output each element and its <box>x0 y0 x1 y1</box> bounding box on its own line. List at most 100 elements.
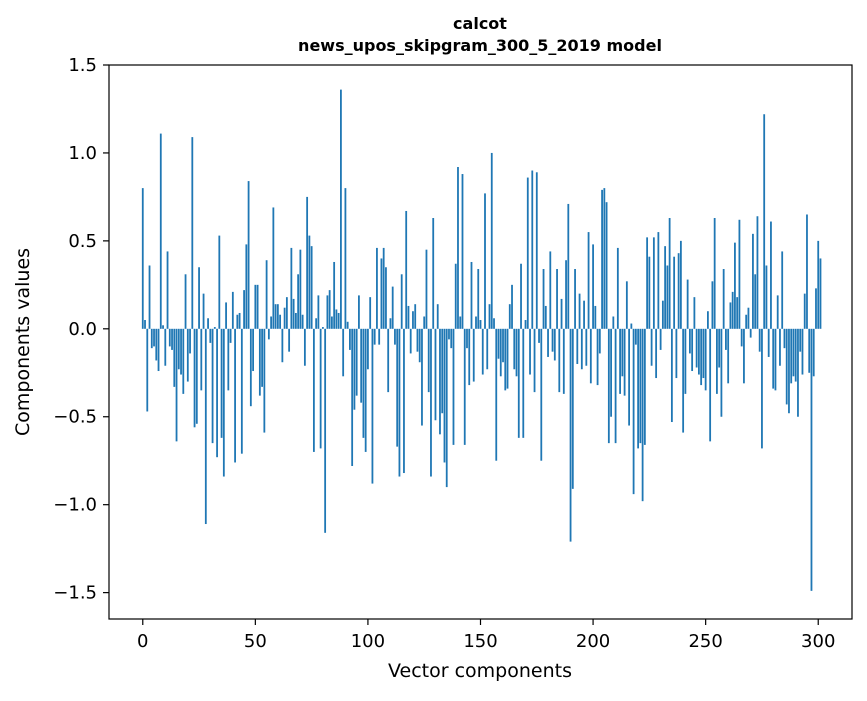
bar <box>231 291 234 329</box>
bar <box>752 233 754 329</box>
bar <box>720 328 723 417</box>
bar <box>695 328 698 368</box>
y-tick-label: 1.0 <box>68 143 97 164</box>
bar <box>531 170 534 329</box>
bar <box>698 328 700 375</box>
bar <box>337 312 340 329</box>
bar <box>819 258 822 329</box>
bar <box>448 328 450 340</box>
bar <box>324 328 327 533</box>
bar <box>288 328 291 352</box>
axes-group: 0 50 100 150 200 250 300 1.5 1.0 0.5 0.0 −0.5 −1.0 −1… <box>53 55 835 652</box>
bar <box>416 328 419 352</box>
x-tick-label: 50 <box>244 631 267 652</box>
bar <box>157 328 160 372</box>
bar <box>394 328 396 345</box>
bar <box>540 328 543 461</box>
y-tick-label: 1.5 <box>68 55 97 76</box>
bar <box>466 328 468 349</box>
bar <box>443 328 446 463</box>
bar <box>625 281 628 329</box>
bar <box>646 237 649 329</box>
plot-frame <box>108 64 853 620</box>
bar <box>267 328 270 340</box>
x-tick-label: 250 <box>688 631 722 652</box>
bar <box>270 316 273 329</box>
bar <box>141 188 144 329</box>
bar <box>252 328 254 372</box>
bar <box>815 288 817 329</box>
bar <box>808 328 811 373</box>
bar <box>238 312 241 329</box>
bar <box>765 265 768 329</box>
bar <box>803 293 806 329</box>
bar <box>598 328 601 354</box>
bar <box>484 193 486 329</box>
y-tick-label: 0.0 <box>68 319 97 340</box>
bar <box>707 311 709 329</box>
bar <box>164 328 167 366</box>
bar <box>382 247 385 329</box>
bar <box>770 221 772 329</box>
bar <box>184 274 187 329</box>
bar <box>358 295 360 329</box>
bar <box>463 328 466 445</box>
bar <box>810 328 813 591</box>
bar <box>279 314 282 329</box>
bar <box>340 89 342 329</box>
bar <box>162 325 164 329</box>
bar <box>191 137 194 329</box>
bar <box>623 328 626 396</box>
bar <box>560 298 563 329</box>
bar <box>254 284 257 329</box>
bar <box>272 207 275 329</box>
bar <box>556 269 558 329</box>
bar <box>387 328 390 393</box>
bar <box>616 247 619 329</box>
bar <box>610 328 612 417</box>
bar <box>594 305 597 329</box>
bar <box>513 328 516 370</box>
bar <box>396 328 399 447</box>
bar <box>477 269 480 329</box>
bar <box>713 218 716 329</box>
bar <box>679 240 682 329</box>
bar <box>515 328 518 377</box>
bar <box>562 328 565 394</box>
bar <box>734 242 736 329</box>
bar <box>785 328 788 405</box>
bar <box>569 328 572 542</box>
bar <box>758 328 761 352</box>
bar <box>499 328 502 377</box>
bar <box>369 297 372 329</box>
bar <box>704 328 707 391</box>
bar <box>344 188 347 329</box>
bar <box>193 328 196 428</box>
bar <box>409 328 412 354</box>
bar <box>308 235 311 329</box>
bar <box>700 328 703 386</box>
bar <box>621 328 624 377</box>
bar <box>385 267 387 329</box>
bar <box>661 300 664 329</box>
bar <box>261 328 263 387</box>
bar <box>767 328 770 357</box>
bar <box>303 328 306 366</box>
bar <box>376 247 378 329</box>
bar <box>596 328 599 386</box>
bar <box>351 328 354 466</box>
bar <box>301 314 304 329</box>
bar <box>475 316 477 329</box>
bar <box>801 328 804 375</box>
bar <box>373 328 376 345</box>
bar <box>605 202 608 329</box>
bar <box>412 311 414 329</box>
bar <box>576 328 579 364</box>
bar <box>657 232 660 329</box>
x-tick-label: 300 <box>801 631 835 652</box>
bar <box>202 293 205 329</box>
chart-subtitle: news_upos_skipgram_300_5_2019 model <box>298 36 662 55</box>
bar <box>659 328 662 350</box>
bar <box>542 269 545 329</box>
